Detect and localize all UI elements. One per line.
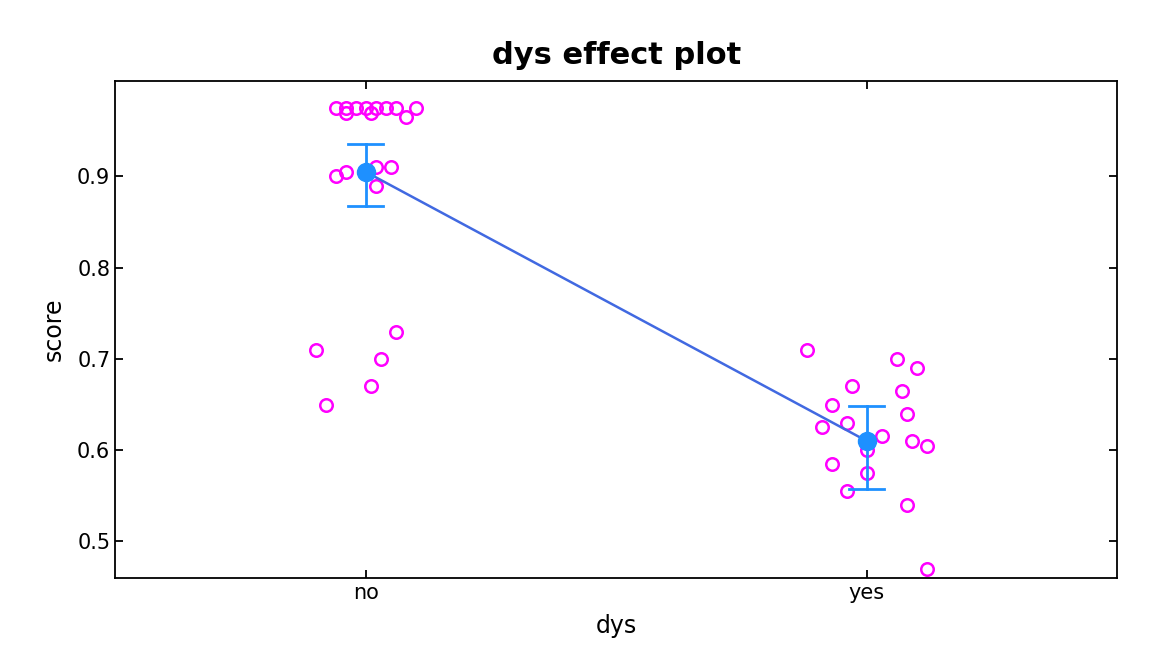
Y-axis label: score: score <box>41 298 66 361</box>
Title: dys effect plot: dys effect plot <box>492 41 741 70</box>
X-axis label: dys: dys <box>596 614 637 638</box>
